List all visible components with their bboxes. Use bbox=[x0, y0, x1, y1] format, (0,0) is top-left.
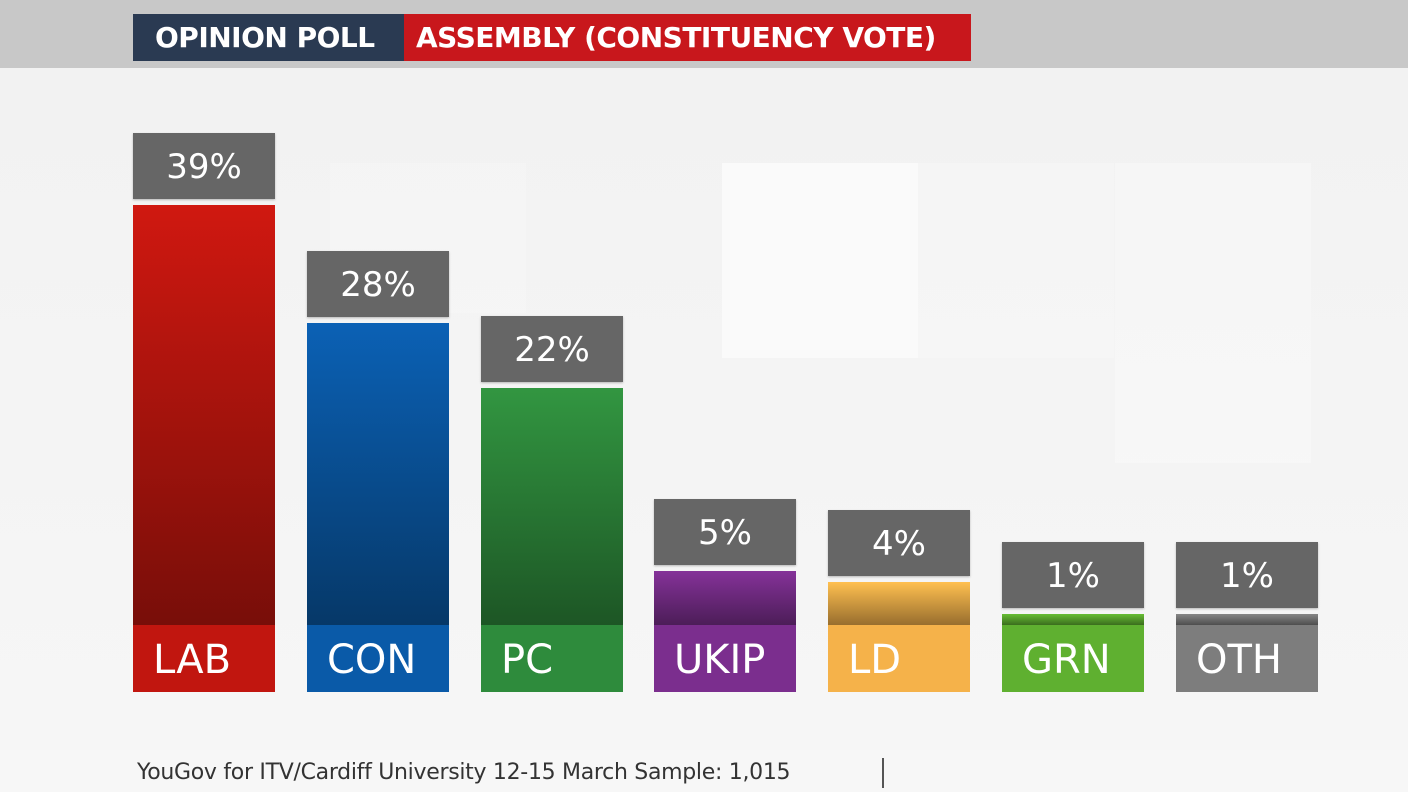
party-label: OTH bbox=[1176, 624, 1318, 692]
party-label: LAB bbox=[133, 625, 275, 692]
footer-divider bbox=[882, 758, 884, 788]
value-label: 4% bbox=[828, 509, 970, 576]
value-label: 5% bbox=[654, 499, 796, 566]
bar-fill bbox=[654, 571, 796, 625]
bar-fill bbox=[481, 388, 623, 625]
value-label: 28% bbox=[307, 251, 449, 318]
background-tile bbox=[722, 163, 918, 358]
party-label: UKIP bbox=[654, 624, 796, 692]
bar-lab: LAB bbox=[133, 205, 275, 692]
background-tile bbox=[918, 163, 1114, 358]
bar-oth: OTH bbox=[1176, 614, 1318, 692]
bar-fill bbox=[1176, 614, 1318, 625]
party-label: GRN bbox=[1002, 624, 1144, 692]
bar-fill bbox=[828, 581, 970, 625]
bar-fill bbox=[307, 323, 449, 625]
party-label: CON bbox=[307, 624, 449, 692]
value-label: 39% bbox=[133, 133, 275, 199]
value-label: 1% bbox=[1002, 542, 1144, 609]
background-tile bbox=[1115, 163, 1311, 463]
chart-title-tag: ASSEMBLY (CONSTITUENCY VOTE) bbox=[404, 14, 971, 61]
bar-pc: PC bbox=[481, 388, 623, 692]
value-label: 1% bbox=[1176, 542, 1318, 609]
bar-ld: LD bbox=[828, 581, 970, 692]
bar-fill bbox=[133, 205, 275, 625]
party-label: LD bbox=[828, 624, 970, 692]
bar-ukip: UKIP bbox=[654, 571, 796, 692]
bar-grn: GRN bbox=[1002, 614, 1144, 692]
footer-band bbox=[0, 750, 1408, 792]
opinion-poll-tag: OPINION POLL bbox=[133, 14, 404, 61]
party-label: PC bbox=[481, 624, 623, 692]
bar-fill bbox=[1002, 614, 1144, 625]
source-note: YouGov for ITV/Cardiff University 12-15 … bbox=[137, 760, 791, 785]
value-label: 22% bbox=[481, 316, 623, 383]
bar-con: CON bbox=[307, 323, 449, 692]
